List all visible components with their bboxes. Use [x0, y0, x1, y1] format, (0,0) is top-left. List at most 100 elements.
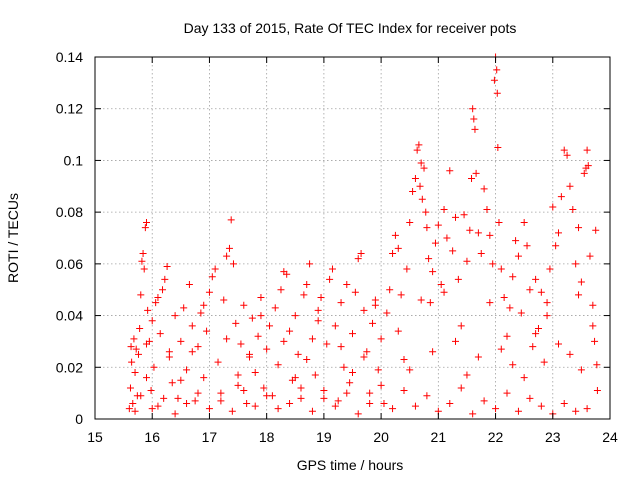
data-point — [223, 252, 231, 260]
y-tick-label: 0.06 — [56, 256, 83, 272]
x-tick-label: 23 — [545, 429, 561, 445]
data-point — [286, 399, 294, 407]
data-point — [440, 288, 448, 296]
data-point — [440, 206, 448, 214]
data-point — [471, 125, 479, 133]
y-tick-label: 0.04 — [56, 308, 83, 324]
data-point — [237, 340, 245, 348]
data-point — [572, 260, 580, 268]
data-point — [532, 275, 540, 283]
data-point — [411, 402, 419, 410]
data-point — [147, 387, 155, 395]
data-point — [532, 330, 540, 338]
data-point — [446, 167, 454, 175]
data-point — [417, 296, 425, 304]
data-point — [291, 374, 299, 382]
data-point — [389, 405, 397, 413]
data-point — [354, 410, 362, 418]
data-point — [131, 407, 139, 415]
data-point — [592, 226, 600, 234]
data-point — [191, 397, 199, 405]
data-point — [503, 389, 511, 397]
data-point — [400, 387, 408, 395]
data-point — [357, 250, 365, 258]
data-point — [214, 358, 222, 366]
data-point — [148, 405, 156, 413]
data-point — [497, 345, 505, 353]
data-point — [406, 218, 414, 226]
data-point — [354, 255, 362, 263]
data-point — [449, 247, 457, 255]
data-point — [418, 195, 426, 203]
data-point — [460, 211, 468, 219]
data-point — [308, 335, 316, 343]
data-point — [463, 257, 471, 265]
data-point — [555, 229, 562, 237]
data-point — [457, 384, 465, 392]
data-point — [437, 281, 445, 289]
data-point — [577, 278, 585, 286]
data-point — [314, 306, 322, 314]
data-point — [560, 399, 568, 407]
data-point — [308, 407, 316, 415]
data-point — [171, 312, 179, 320]
data-point — [580, 169, 588, 177]
data-point — [138, 257, 146, 265]
data-point — [303, 281, 311, 289]
data-point — [493, 89, 501, 97]
data-point — [490, 76, 498, 84]
data-point — [434, 221, 442, 229]
data-point — [426, 299, 434, 307]
data-point — [543, 299, 551, 307]
data-point — [512, 237, 520, 245]
data-point — [417, 159, 425, 167]
data-point — [463, 371, 471, 379]
data-point — [180, 304, 188, 312]
data-point — [177, 337, 185, 345]
data-point — [593, 361, 601, 369]
data-point — [369, 319, 377, 327]
data-point — [125, 405, 133, 413]
data-point — [549, 203, 557, 211]
grid-lines — [95, 57, 610, 419]
data-point — [211, 265, 219, 273]
data-point — [457, 322, 465, 330]
data-point — [188, 348, 196, 356]
data-point — [454, 275, 462, 283]
data-point — [492, 405, 500, 413]
data-point — [413, 146, 421, 154]
data-point — [572, 407, 580, 415]
data-point — [374, 366, 382, 374]
data-point — [274, 405, 282, 413]
y-axis: 0 0.02 0.04 0.06 0.08 0.1 0.12 0.14 — [56, 49, 610, 427]
data-point — [351, 288, 359, 296]
data-point — [163, 262, 171, 270]
data-point — [183, 399, 191, 407]
data-point — [526, 394, 534, 402]
data-point — [240, 387, 248, 395]
data-point — [349, 330, 356, 338]
data-point — [360, 353, 368, 361]
data-point — [577, 366, 585, 374]
data-point — [286, 327, 294, 335]
x-tick-label: 16 — [144, 429, 160, 445]
data-point — [371, 301, 379, 309]
data-point — [555, 340, 562, 348]
data-point — [271, 304, 279, 312]
data-point — [197, 309, 205, 317]
data-point — [200, 374, 208, 382]
data-point — [337, 299, 345, 307]
data-point — [128, 358, 136, 366]
data-point — [422, 208, 430, 216]
data-point — [386, 286, 394, 294]
data-point — [334, 397, 342, 405]
data-point — [470, 115, 478, 123]
data-point — [251, 368, 259, 376]
data-point — [452, 213, 459, 221]
data-point — [575, 291, 583, 299]
data-point — [429, 348, 437, 356]
data-point — [323, 340, 331, 348]
data-point — [380, 399, 388, 407]
data-point — [246, 350, 253, 358]
data-point — [366, 389, 374, 397]
